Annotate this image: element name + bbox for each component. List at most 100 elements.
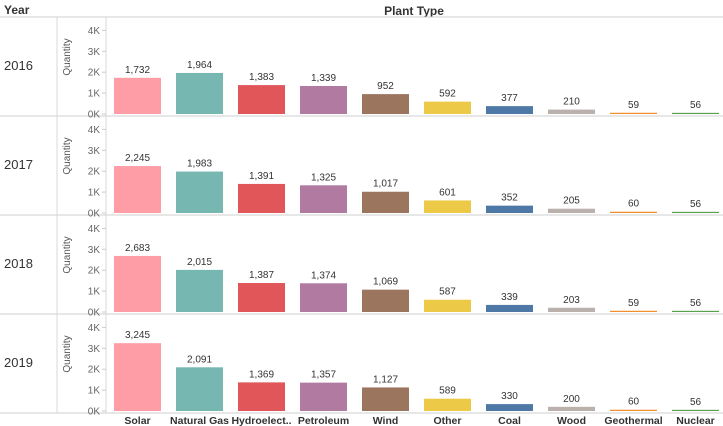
category-label: Hydroelect.. bbox=[231, 415, 291, 426]
data-label: 1,383 bbox=[249, 72, 274, 83]
data-label: 601 bbox=[439, 187, 456, 198]
data-label: 60 bbox=[628, 199, 640, 210]
y-axis-label: Quantity bbox=[62, 236, 73, 273]
category-label: Natural Gas bbox=[170, 415, 229, 426]
data-label: 56 bbox=[690, 199, 702, 210]
column-header: Plant Type bbox=[384, 4, 444, 18]
data-label: 330 bbox=[501, 391, 518, 402]
data-label: 1,391 bbox=[249, 171, 274, 182]
bar-2017-10 bbox=[672, 211, 719, 214]
data-label: 1,732 bbox=[125, 65, 150, 76]
bar-2018-8 bbox=[548, 307, 595, 312]
data-label: 1,374 bbox=[311, 270, 336, 281]
year-label-2017: 2017 bbox=[4, 157, 33, 172]
data-label: 200 bbox=[563, 394, 580, 405]
y-tick-label: 1K bbox=[88, 188, 101, 199]
data-label: 1,983 bbox=[187, 159, 212, 170]
bar-2018-10 bbox=[672, 310, 719, 313]
bar-2018-3 bbox=[238, 283, 285, 312]
bar-2019-10 bbox=[672, 409, 719, 412]
bar-2016-1 bbox=[114, 77, 161, 114]
bar-2017-8 bbox=[548, 208, 595, 213]
y-tick-label: 0K bbox=[88, 308, 101, 319]
category-label: Nuclear bbox=[676, 415, 715, 426]
y-tick-label: 0K bbox=[88, 110, 101, 121]
y-tick-label: 4K bbox=[88, 125, 101, 136]
category-label: Other bbox=[433, 415, 461, 426]
data-label: 3,245 bbox=[125, 330, 150, 341]
data-label: 59 bbox=[628, 298, 640, 309]
y-tick-label: 2K bbox=[88, 68, 101, 79]
y-tick-label: 2K bbox=[88, 266, 101, 277]
bar-2016-8 bbox=[548, 109, 595, 114]
y-tick-label: 4K bbox=[88, 224, 101, 235]
y-tick-label: 2K bbox=[88, 365, 101, 376]
y-tick-label: 4K bbox=[88, 323, 101, 334]
bar-2016-3 bbox=[238, 85, 285, 114]
bar-2018-9 bbox=[610, 310, 657, 312]
data-label: 1,339 bbox=[311, 73, 336, 84]
data-label: 2,683 bbox=[125, 243, 150, 254]
bar-2017-9 bbox=[610, 211, 657, 213]
bar-2018-4 bbox=[300, 283, 347, 312]
y-tick-label: 3K bbox=[88, 245, 101, 256]
y-axis-label: Quantity bbox=[62, 335, 73, 372]
bar-2017-7 bbox=[486, 205, 533, 213]
bar-2019-6 bbox=[424, 398, 471, 411]
bar-2016-5 bbox=[362, 94, 409, 114]
data-label: 1,964 bbox=[187, 60, 212, 71]
bar-2017-3 bbox=[238, 183, 285, 213]
y-tick-label: 0K bbox=[88, 407, 101, 418]
bar-2016-9 bbox=[610, 112, 657, 114]
bar-2019-7 bbox=[486, 404, 533, 411]
bar-2019-4 bbox=[300, 382, 347, 411]
data-label: 592 bbox=[439, 89, 456, 100]
data-label: 2,245 bbox=[125, 153, 150, 164]
year-label-2016: 2016 bbox=[4, 58, 33, 73]
y-axis-label: Quantity bbox=[62, 38, 73, 75]
data-label: 210 bbox=[563, 97, 580, 108]
y-tick-label: 1K bbox=[88, 386, 101, 397]
bar-2017-5 bbox=[362, 191, 409, 213]
data-label: 587 bbox=[439, 287, 456, 298]
data-label: 2,015 bbox=[187, 257, 212, 268]
data-label: 56 bbox=[690, 100, 702, 111]
bar-2017-4 bbox=[300, 185, 347, 213]
category-label: Solar bbox=[124, 415, 150, 426]
data-label: 352 bbox=[501, 193, 518, 204]
data-label: 1,357 bbox=[311, 370, 336, 381]
bar-2018-1 bbox=[114, 255, 161, 312]
data-label: 59 bbox=[628, 100, 640, 111]
y-tick-label: 0K bbox=[88, 209, 101, 220]
bar-2019-2 bbox=[176, 367, 223, 411]
data-label: 205 bbox=[563, 196, 580, 207]
bar-2018-2 bbox=[176, 269, 223, 312]
data-label: 1,369 bbox=[249, 369, 274, 380]
data-label: 56 bbox=[690, 397, 702, 408]
bar-2019-8 bbox=[548, 406, 595, 411]
data-label: 1,127 bbox=[373, 374, 398, 385]
bar-2018-6 bbox=[424, 299, 471, 312]
category-label: Geothermal bbox=[604, 415, 662, 426]
y-tick-label: 1K bbox=[88, 89, 101, 100]
year-label-2018: 2018 bbox=[4, 256, 33, 271]
data-label: 203 bbox=[563, 295, 580, 306]
row-header: Year bbox=[4, 3, 30, 17]
bar-2017-6 bbox=[424, 200, 471, 213]
category-label: Coal bbox=[498, 415, 521, 426]
data-label: 1,387 bbox=[249, 270, 274, 281]
bar-2018-7 bbox=[486, 304, 533, 312]
data-label: 589 bbox=[439, 386, 456, 397]
y-tick-label: 1K bbox=[88, 287, 101, 298]
bar-2016-4 bbox=[300, 86, 347, 114]
y-axis-label: Quantity bbox=[62, 137, 73, 174]
bar-2017-1 bbox=[114, 166, 161, 213]
plot-area: 2016 Quantity 0K 1K 2K 3K 4K 1,732 1,964 1,383 1,3… bbox=[0, 16, 723, 426]
data-label: 2,091 bbox=[187, 354, 212, 365]
bar-2017-2 bbox=[176, 171, 223, 213]
data-label: 377 bbox=[501, 93, 518, 104]
data-label: 56 bbox=[690, 298, 702, 309]
bar-2016-6 bbox=[424, 101, 471, 114]
bar-2016-10 bbox=[672, 112, 719, 115]
